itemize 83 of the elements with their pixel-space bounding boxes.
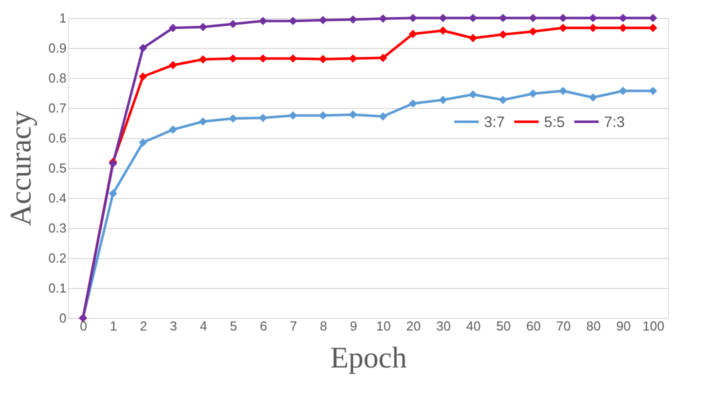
point [558,24,568,32]
point [648,86,658,96]
y-tick-label: 0.3 [48,220,66,236]
point [108,189,118,198]
point [588,14,598,22]
point [258,54,268,63]
point [528,27,538,36]
x-tick-label: 7 [290,318,298,334]
legend-label: 7:3 [604,114,625,131]
point [588,93,598,102]
point [228,20,238,28]
y-tick-label: 0.9 [48,40,66,56]
point [468,90,478,99]
point [228,114,238,123]
point [318,111,328,120]
point [498,30,508,39]
y-tick-label: 0.5 [48,160,66,176]
legend-label: 3:7 [484,114,505,131]
point [168,125,178,134]
point [498,96,508,104]
point [378,54,388,62]
x-tick-label: 6 [260,318,268,334]
point [288,54,298,63]
point [348,15,358,24]
point [288,16,298,26]
point [438,26,448,35]
point [438,14,448,22]
y-tick-label: 0.4 [48,190,66,206]
x-tick-label: 10 [376,318,391,334]
x-tick-label: 40 [466,318,481,334]
legend-label: 5:5 [544,114,565,131]
x-tick-label: 60 [526,318,541,334]
y-tick-label: 0.8 [48,70,66,86]
point [198,117,208,126]
x-tick-label: 50 [496,318,511,334]
point [408,99,418,108]
point [258,114,268,122]
point [498,14,508,22]
x-tick-label: 5 [230,318,238,334]
point [618,14,628,22]
point [258,16,268,26]
point [138,138,148,147]
point [618,86,628,96]
point [648,24,658,32]
point [558,14,568,22]
point [438,96,448,104]
x-tick-label: 20 [406,318,421,334]
x-tick-label: 2 [140,318,148,334]
point [408,30,418,38]
x-tick-label: 1 [110,318,118,334]
point [228,54,238,63]
y-tick-label: 0.2 [48,250,66,266]
x-tick-label: 90 [616,318,631,334]
y-tick-label: 1 [59,10,66,26]
x-tick-label: 3 [170,318,178,334]
x-tick-label: 100 [642,318,664,334]
point [528,14,538,22]
point [138,72,148,81]
point [588,24,598,32]
y-tick-label: 0.6 [48,130,66,146]
x-tick-label: 0 [80,318,88,334]
point [408,14,418,22]
x-tick-label: 9 [350,318,358,334]
y-tick-label: 0.1 [48,280,66,296]
point [468,34,478,42]
x-tick-label: 70 [556,318,571,334]
point [318,54,328,64]
y-axis-title: Accuracy [4,111,38,226]
x-tick-label: 4 [200,318,208,334]
x-tick-label: 30 [436,318,451,334]
point [168,60,178,70]
point [528,89,538,98]
x-tick-label: 80 [586,318,601,334]
point [138,44,148,52]
point [198,22,208,32]
point [468,14,478,22]
x-tick-label: 8 [320,318,328,334]
x-axis-title: Epoch [330,342,407,374]
point [348,54,358,63]
point [558,86,568,96]
point [648,14,658,22]
point [618,24,628,32]
y-tick-label: 0.7 [48,100,66,116]
